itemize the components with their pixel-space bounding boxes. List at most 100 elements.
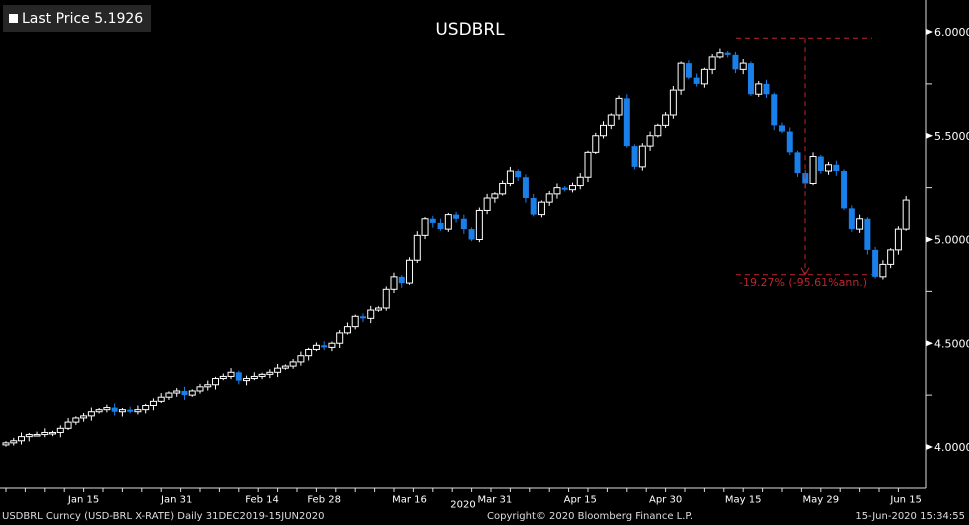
candle — [312, 342, 320, 352]
candle-body — [584, 151, 592, 178]
candle-body — [173, 390, 181, 394]
candle-body — [297, 355, 305, 363]
candle-body — [677, 62, 685, 91]
candle — [615, 95, 623, 120]
candle-body — [181, 390, 188, 396]
candle-body — [568, 185, 576, 191]
candle-body — [864, 218, 871, 250]
candle-body — [266, 371, 274, 375]
candle — [483, 193, 491, 215]
candle-body — [763, 83, 770, 95]
candle — [250, 372, 258, 381]
candle-body — [374, 307, 382, 311]
candle-body — [600, 124, 608, 137]
candle-body — [118, 409, 126, 413]
candle-body — [382, 288, 390, 309]
candle — [127, 406, 134, 414]
y-tick-arrow — [926, 444, 933, 450]
candle-body — [887, 249, 895, 265]
candle — [506, 166, 514, 187]
candle-body — [413, 234, 421, 261]
candle — [359, 313, 366, 323]
candle-body — [281, 365, 289, 369]
annotation-arrow-icon — [800, 267, 810, 276]
candle-body — [95, 409, 103, 413]
candle — [700, 67, 708, 88]
candle-body — [134, 409, 142, 413]
candle — [142, 403, 150, 414]
candle — [747, 61, 754, 96]
candle — [887, 248, 895, 269]
candle — [693, 73, 700, 87]
candle — [336, 329, 344, 349]
candle-body — [250, 375, 258, 380]
chart-title: USDBRL — [435, 20, 505, 40]
x-tick-label: Jun 15 — [889, 494, 922, 505]
candle — [173, 388, 181, 397]
x-tick-label: Jan 15 — [67, 494, 99, 505]
candle-body — [289, 361, 297, 367]
candle — [421, 217, 429, 240]
candle-body — [204, 384, 212, 388]
candle — [188, 389, 196, 397]
y-tick-label: 5.0000 — [934, 234, 969, 247]
candle-body — [468, 229, 475, 240]
candle — [196, 383, 204, 394]
candle — [41, 428, 49, 438]
candle — [149, 398, 157, 411]
legend-swatch — [9, 14, 18, 23]
candle — [584, 150, 592, 183]
candle — [266, 369, 274, 379]
candle — [724, 51, 731, 58]
candle-body — [351, 315, 359, 328]
candle — [111, 403, 118, 416]
candle-body — [460, 218, 467, 230]
x-tick-label: May 15 — [725, 494, 762, 505]
candle-body — [429, 218, 436, 223]
candle — [297, 351, 305, 366]
candle — [468, 227, 475, 242]
candle — [18, 432, 26, 445]
candle — [87, 407, 95, 421]
candle — [902, 195, 910, 231]
candle-body — [142, 405, 150, 411]
candle — [212, 376, 220, 390]
candle-body — [716, 52, 724, 58]
candle-body — [654, 124, 662, 137]
y-tick-label: 6.0000 — [934, 26, 969, 39]
candle-body — [437, 222, 444, 230]
candle — [561, 185, 568, 192]
candle — [825, 161, 833, 175]
candle-body — [359, 316, 366, 319]
candle — [444, 212, 452, 232]
candle-body — [794, 152, 801, 174]
candle-body — [879, 263, 887, 278]
candle-body — [328, 342, 336, 348]
candle — [872, 246, 879, 279]
candle — [515, 169, 522, 181]
candle-body — [607, 114, 615, 126]
annotation-label: -19.27% (-95.61%ann.) — [739, 276, 868, 289]
candle — [638, 143, 646, 171]
candle-body — [506, 170, 514, 184]
candle — [398, 275, 405, 288]
candle-body — [592, 135, 600, 153]
candle — [429, 215, 436, 228]
candle-body — [894, 228, 902, 251]
x-tick-label: May 29 — [803, 494, 840, 505]
candle-body — [2, 442, 10, 446]
candle-body — [779, 125, 785, 132]
candle-body — [732, 54, 739, 70]
candle — [413, 231, 421, 263]
candle-body — [406, 259, 414, 284]
candle — [219, 373, 227, 381]
x-tick-label: Apr 30 — [649, 494, 682, 505]
candle-body — [545, 193, 553, 203]
candle-body — [243, 378, 251, 382]
footer-copyright: Copyright© 2020 Bloomberg Finance L.P. — [487, 511, 694, 522]
candle-body — [227, 371, 235, 377]
candle — [343, 322, 351, 335]
candle — [576, 173, 584, 190]
candle — [771, 92, 778, 131]
